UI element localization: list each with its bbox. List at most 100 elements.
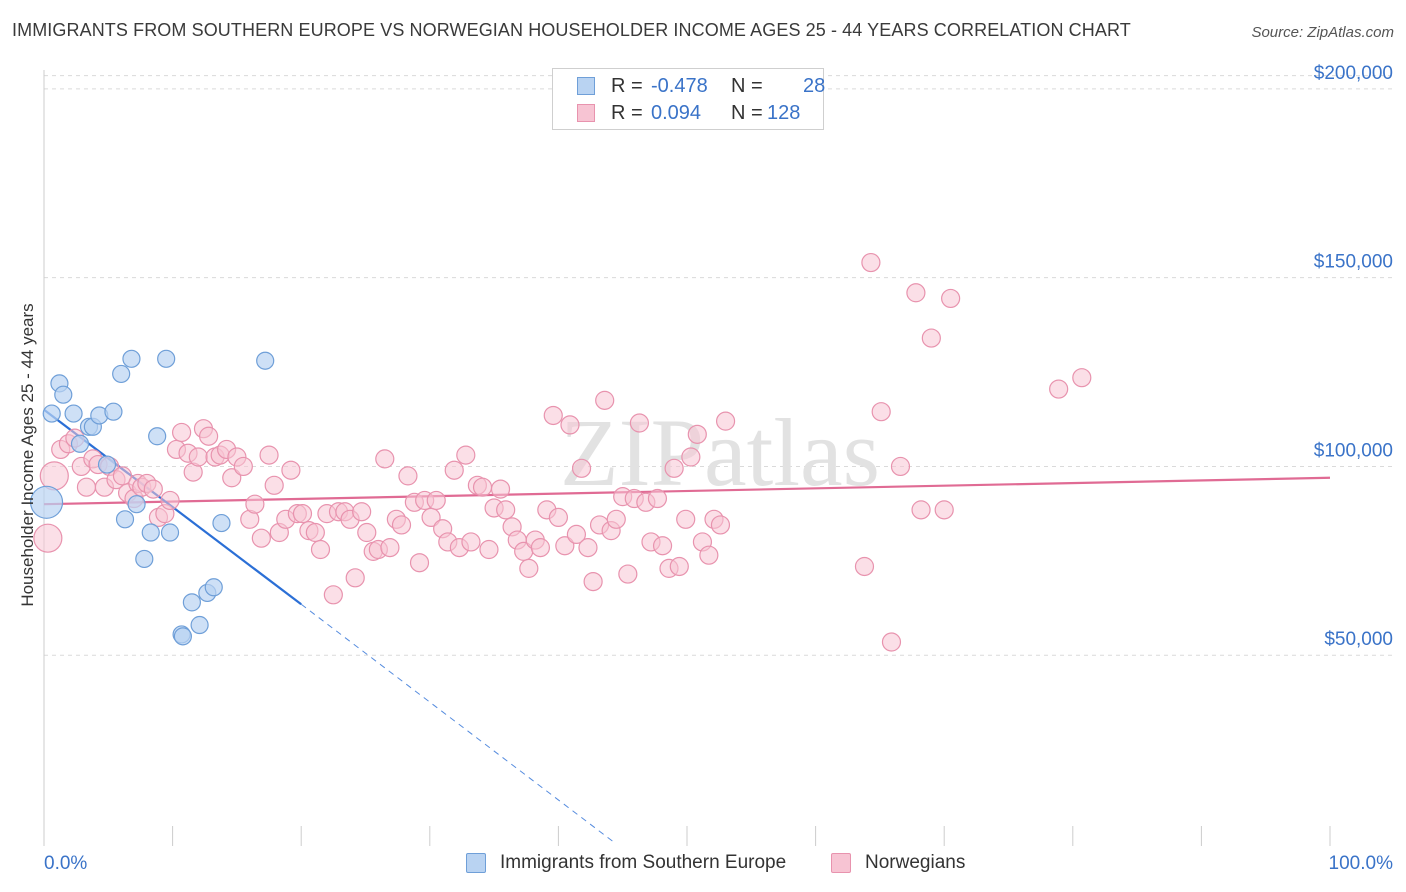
southern-europe-point [70, 434, 90, 453]
y-tick-label: $150,000 [1314, 252, 1393, 273]
norwegians-point [398, 466, 418, 486]
norwegians-point [566, 524, 587, 545]
southern-europe-point [42, 404, 61, 423]
norwegians-point [871, 402, 891, 422]
norwegians-point [310, 539, 331, 560]
norwegians-point [345, 568, 365, 588]
norwegians-point [906, 283, 926, 303]
norwegians-point [264, 475, 284, 495]
norwegians-point [496, 500, 516, 520]
norwegians-point [409, 553, 430, 573]
norwegians-point [548, 507, 569, 528]
norwegians-point [934, 500, 954, 520]
norwegians-points [33, 252, 1092, 652]
southern-europe-point [104, 402, 123, 421]
n-label: N = [731, 102, 763, 124]
norwegians-point [1049, 379, 1069, 399]
norwegians-point [380, 538, 400, 558]
norwegians-point [461, 532, 481, 552]
norwegians-point [519, 558, 539, 578]
southern-europe-point [190, 615, 209, 635]
norwegians-point [292, 504, 313, 524]
southern-europe-point [160, 523, 180, 542]
norwegians-point [188, 447, 208, 467]
southern-europe-point [141, 523, 160, 542]
norwegians-point [426, 490, 446, 511]
n-value: 28 [803, 75, 826, 97]
x-tick-label: 0.0% [44, 853, 87, 874]
norwegians-point [160, 490, 180, 511]
norwegians-point [222, 468, 242, 488]
norwegians-point [664, 458, 684, 478]
norwegians-point [472, 477, 493, 497]
r-label: R = [611, 75, 643, 97]
pink-swatch [831, 853, 851, 873]
tick-labels: $50,000 $100,000 $150,000 $200,000 0.0% 100.0… [44, 63, 1393, 874]
norwegians-point [618, 564, 638, 584]
southern-europe-point [148, 427, 167, 446]
norwegians-point [854, 556, 875, 577]
norwegians-point [710, 515, 731, 535]
y-tick-label: $50,000 [1324, 629, 1393, 650]
norwegians-point [456, 445, 476, 465]
southern-europe-point [54, 385, 73, 404]
norwegians-point [1072, 368, 1092, 388]
norwegians-point [881, 632, 902, 652]
norwegians-point [606, 509, 626, 529]
r-value: 0.094 [651, 102, 702, 124]
norwegians-point [941, 288, 961, 309]
pink-swatch [577, 104, 595, 122]
norwegians-point [861, 252, 881, 273]
chart-title: IMMIGRANTS FROM SOUTHERN EUROPE VS NORWE… [12, 20, 1131, 40]
norwegians-point [647, 488, 668, 509]
norwegians-point [699, 545, 719, 565]
norwegians-point [921, 328, 941, 348]
norwegians-point [33, 523, 63, 553]
southern-europe-point [212, 513, 231, 533]
norwegians-point [555, 536, 575, 556]
southern-europe-point [256, 351, 275, 370]
norwegians-point [233, 456, 253, 477]
norwegians-point [199, 426, 219, 446]
n-value: 128 [767, 102, 801, 124]
southern-europe-trend-extension [300, 603, 617, 845]
norwegians-point [479, 539, 499, 560]
southern-europe-point [64, 404, 83, 423]
southern-europe-points [29, 349, 275, 646]
norwegians-point [560, 415, 580, 435]
southern-europe-point [97, 455, 117, 474]
norwegians-point [375, 449, 395, 469]
norwegians-point [571, 458, 592, 478]
x-tick-label: 100.0% [1329, 853, 1394, 874]
norwegians-point [172, 422, 192, 443]
norwegians-point [578, 538, 598, 558]
norwegians-point [357, 522, 377, 543]
axes [43, 70, 1331, 846]
southern-europe-point [122, 349, 141, 368]
source-label: Source: ZipAtlas.com [1251, 24, 1394, 41]
blue-swatch [466, 853, 486, 873]
norwegians-point [259, 445, 279, 465]
norwegians-point [352, 502, 372, 522]
southern-europe-point [173, 627, 192, 646]
r-label: R = [611, 102, 643, 124]
norwegians-point [629, 413, 650, 433]
southern-europe-point [157, 349, 176, 368]
norwegians-point [391, 515, 412, 535]
norwegians-point [890, 456, 911, 477]
norwegians-point [245, 494, 265, 514]
norwegians-point [543, 405, 563, 426]
norwegians-point [323, 585, 343, 605]
norwegians-point [490, 479, 511, 499]
norwegians-point [681, 447, 701, 467]
y-tick-label: $200,000 [1314, 63, 1393, 84]
norwegians-point [39, 461, 69, 491]
legend-label: Immigrants from Southern Europe [500, 852, 787, 873]
legend-label: Norwegians [865, 852, 966, 873]
southern-europe-point [115, 510, 135, 529]
norwegians-point [444, 460, 464, 480]
grid-lines [44, 75, 1392, 656]
norwegians-point [305, 522, 325, 543]
norwegians-point [143, 479, 163, 499]
norwegians-point [669, 556, 689, 577]
